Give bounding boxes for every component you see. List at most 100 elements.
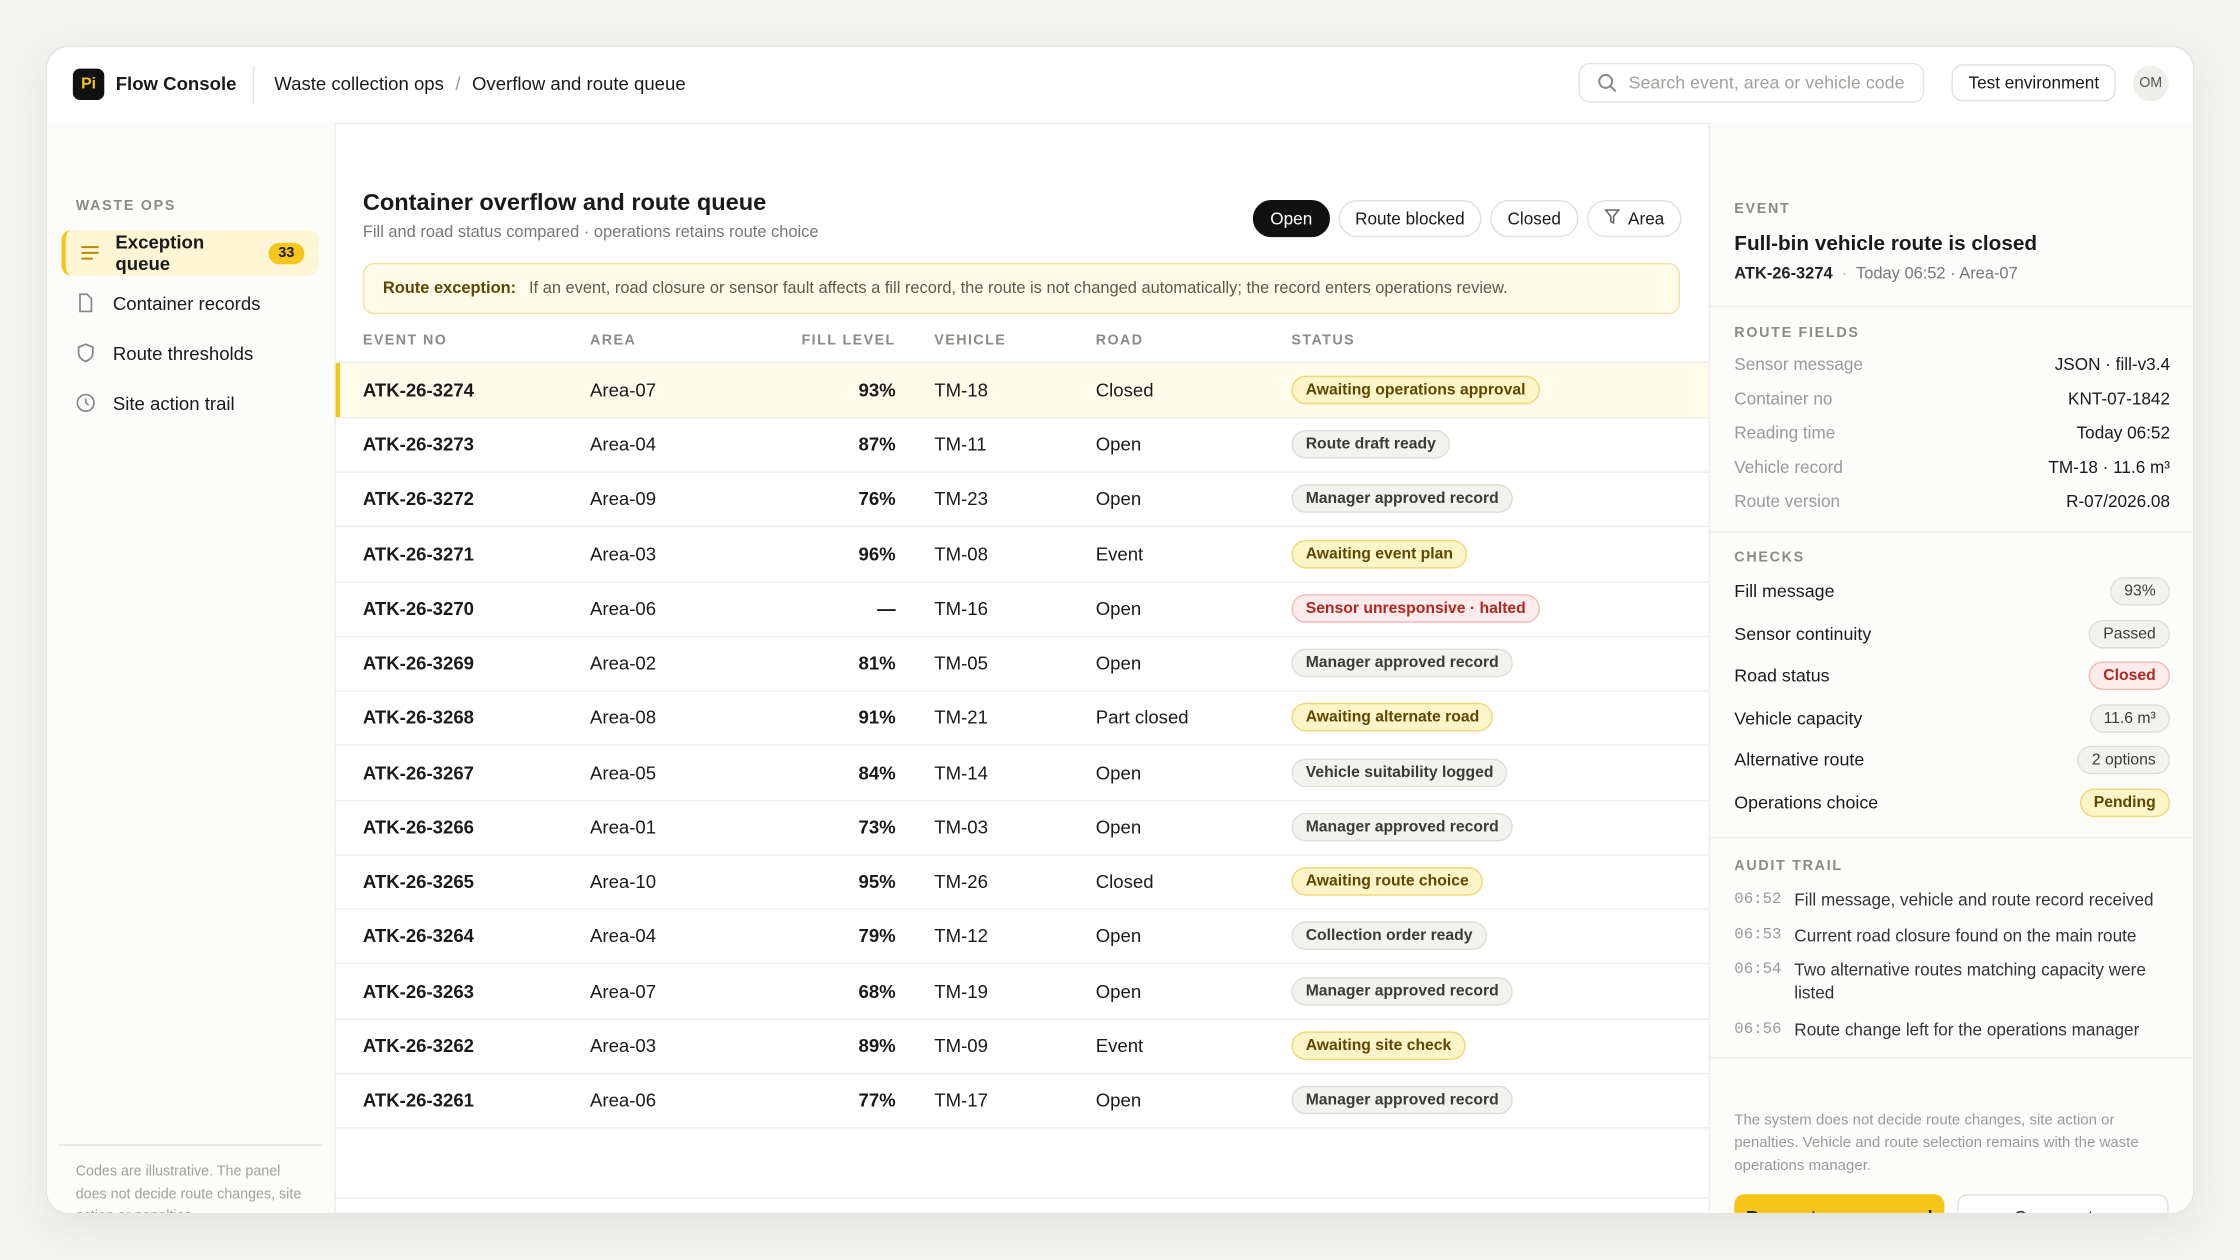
table-row[interactable]: ATK-26-3270 Area-06 — TM-16 Open Sensor unres…: [335, 581, 1709, 638]
field-row: Route version R-07/2026.08: [1734, 491, 2170, 511]
table-row[interactable]: ATK-26-3273 Area-04 87% TM-11 Open Route draf…: [335, 417, 1709, 474]
table-row[interactable]: ATK-26-3269 Area-02 81% TM-05 Open Manager ap…: [335, 636, 1709, 692]
table-cell: Manager approved record: [1291, 484, 1513, 514]
filter-chip[interactable]: Area: [1586, 199, 1682, 238]
table-row[interactable]: ATK-26-3265 Area-10 95% TM-26 Closed Awaiting…: [335, 854, 1709, 911]
status-pill: Awaiting event plan: [1291, 539, 1468, 569]
field-value: Today 06:52: [2076, 422, 2170, 443]
check-pill: Pending: [2079, 788, 2170, 818]
table-cell: ATK-26-3265: [362, 870, 474, 893]
filter-label: Area: [1628, 208, 1665, 229]
field-label: Container no: [1734, 388, 1833, 409]
table-cell: Open: [1095, 980, 1142, 1002]
table-row[interactable]: ATK-26-3262 Area-03 89% TM-09 Event Awaiting …: [335, 1018, 1709, 1074]
nav-item[interactable]: Container records: [61, 280, 318, 326]
detail-meta: ATK-26-3274 · Today 06:52 · Area-07: [1734, 266, 2017, 283]
breadcrumb-item[interactable]: Waste collection ops: [274, 72, 444, 95]
table-cell: 77%: [858, 1089, 896, 1111]
status-pill: Awaiting site check: [1291, 1031, 1466, 1060]
table-row[interactable]: ATK-26-3264 Area-04 79% TM-12 Open Collection…: [335, 909, 1709, 965]
environment-button[interactable]: Test environment: [1951, 64, 2117, 102]
table-cell: Awaiting route choice: [1291, 867, 1483, 896]
nav-item[interactable]: Route thresholds: [61, 330, 318, 376]
audit-text: Two alternative routes matching capacity…: [1794, 959, 2146, 1003]
divider: [252, 65, 255, 105]
check-pill: 11.6 m³: [2089, 703, 2170, 733]
section-label: CHECKS: [1734, 549, 1805, 566]
primary-button[interactable]: Request ops approval: [1734, 1194, 1945, 1213]
nav-item[interactable]: Exception queue 33: [61, 229, 319, 276]
icon: [79, 293, 93, 313]
table-cell: ATK-26-3268: [362, 706, 474, 729]
user-avatar[interactable]: OM: [2132, 65, 2169, 102]
check-pill: 93%: [2109, 577, 2170, 606]
table-cell: Open: [1095, 925, 1142, 947]
icon: [1598, 73, 1614, 89]
table-cell: ATK-26-3263: [362, 980, 474, 1002]
table-cell: TM-08: [934, 543, 988, 565]
table-row[interactable]: ATK-26-3266 Area-01 73% TM-03 Open Manager ap…: [335, 800, 1709, 856]
table-cell: ATK-26-3266: [362, 816, 474, 838]
table-cell: TM-16: [934, 597, 988, 620]
table-row[interactable]: ATK-26-3261 Area-06 77% TM-17 Open Manager ap…: [335, 1073, 1709, 1129]
table-cell: Event: [1095, 543, 1144, 565]
table-row[interactable]: ATK-26-3263 Area-07 68% TM-19 Open Manager ap…: [335, 964, 1709, 1020]
nav-item[interactable]: Site action trail: [61, 380, 318, 426]
search-box[interactable]: Search event, area or vehicle code: [1578, 62, 1925, 103]
section-label: ROUTE FIELDS: [1734, 325, 1860, 342]
table-cell: TM-23: [934, 488, 988, 510]
check-row: Sensor continuity Passed: [1734, 619, 2170, 648]
nav-label: Site action trail: [112, 392, 235, 414]
filter-chip[interactable]: Closed: [1490, 199, 1579, 238]
table-cell: ATK-26-3267: [362, 761, 474, 784]
table-cell: TM-19: [934, 980, 988, 1002]
table-cell: Open: [1095, 433, 1142, 456]
audit-text: Current road closure found on the main r…: [1794, 925, 2137, 946]
table-cell: 91%: [858, 706, 896, 729]
table-cell: Awaiting event plan: [1291, 539, 1468, 569]
table-cell: ATK-26-3271: [362, 543, 474, 565]
table-cell: ATK-26-3262: [362, 1034, 474, 1057]
table-row[interactable]: ATK-26-3267 Area-05 84% TM-14 Open Vehicle su…: [335, 745, 1709, 801]
table-cell: TM-17: [934, 1089, 988, 1111]
icon: [77, 343, 94, 363]
audit-text: Fill message, vehicle and route record r…: [1794, 889, 2154, 910]
table-cell: TM-18: [934, 379, 988, 401]
table-cell: ATK-26-3264: [362, 925, 474, 947]
status-pill: Manager approved record: [1291, 976, 1513, 1006]
table-cell: Area-03: [589, 543, 657, 565]
notice-text: If an event, road closure or sensor faul…: [528, 279, 1508, 298]
table-cell: ATK-26-3274: [362, 379, 474, 401]
table-row[interactable]: ATK-26-3268 Area-08 91% TM-21 Part closed Awa…: [335, 691, 1709, 747]
divider: [335, 361, 1709, 363]
check-row: Fill message 93%: [1734, 577, 2170, 606]
table-cell: Area-04: [589, 925, 657, 947]
icon: [76, 393, 95, 412]
secondary-button[interactable]: Open routes: [1957, 1194, 2169, 1213]
table-cell: Area-10: [589, 870, 657, 893]
divider: [58, 1144, 323, 1146]
filter-chip[interactable]: Route blocked: [1337, 199, 1482, 238]
table-cell: ATK-26-3272: [362, 488, 474, 510]
table-row[interactable]: ATK-26-3271 Area-03 96% TM-08 Event Awaiting …: [335, 527, 1709, 583]
audit-time: 06:56: [1734, 1021, 1782, 1039]
table-cell: 89%: [858, 1034, 896, 1057]
audit-row: 06:54 Two alternative routes matching cap…: [1734, 959, 2170, 1005]
table-row[interactable]: ATK-26-3272 Area-09 76% TM-23 Open Manager ap…: [335, 472, 1709, 528]
audit-row: 06:53 Current road closure found on the m…: [1734, 924, 2170, 947]
table-cell: Awaiting site check: [1291, 1031, 1466, 1060]
search-placeholder: Search event, area or vehicle code: [1628, 72, 1905, 93]
table-row[interactable]: ATK-26-3274 Area-07 93% TM-18 Closed Awaiting…: [335, 362, 1709, 419]
check-label: Operations choice: [1734, 792, 1879, 813]
breadcrumb-item[interactable]: Overflow and route queue: [471, 72, 686, 95]
table-cell: Collection order ready: [1291, 921, 1487, 951]
table-cell: ATK-26-3261: [362, 1089, 474, 1111]
table-cell: ATK-26-3269: [362, 652, 474, 674]
field-label: Vehicle record: [1734, 457, 1843, 478]
table-cell: 68%: [858, 980, 896, 1002]
column-header: FILL LEVEL: [801, 332, 896, 349]
header: Pi Flow Console Waste collection ops / Overf…: [47, 47, 2193, 125]
filter-chip[interactable]: Open: [1253, 199, 1330, 238]
icon: [81, 246, 99, 260]
table-cell: Awaiting alternate road: [1291, 703, 1494, 732]
